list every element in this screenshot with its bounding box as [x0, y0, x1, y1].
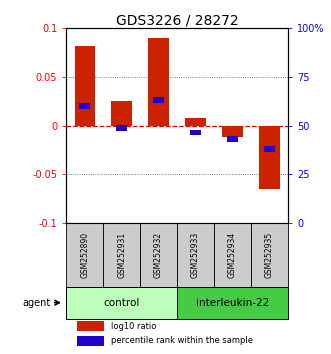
Bar — [222, 126, 243, 137]
Bar — [103, 223, 140, 287]
Bar — [214, 223, 251, 287]
Bar — [77, 336, 104, 346]
Bar — [227, 136, 238, 142]
Text: GSM252935: GSM252935 — [265, 232, 274, 278]
Bar — [140, 223, 177, 287]
Bar — [190, 130, 201, 136]
Text: GSM252934: GSM252934 — [228, 232, 237, 278]
Text: agent: agent — [23, 298, 51, 308]
Text: log10 ratio: log10 ratio — [111, 322, 156, 331]
Bar — [264, 146, 275, 152]
Bar — [148, 38, 169, 126]
Text: GSM252933: GSM252933 — [191, 232, 200, 278]
Bar — [116, 125, 127, 131]
Text: interleukin-22: interleukin-22 — [196, 298, 269, 308]
Text: GSM252932: GSM252932 — [154, 232, 163, 278]
Bar — [177, 223, 214, 287]
Bar — [74, 46, 95, 126]
Text: control: control — [104, 298, 140, 308]
Text: GSM252931: GSM252931 — [117, 232, 126, 278]
Title: GDS3226 / 28272: GDS3226 / 28272 — [116, 13, 238, 27]
Bar — [153, 97, 164, 103]
Bar — [79, 103, 90, 109]
Text: GSM252890: GSM252890 — [80, 232, 89, 278]
Bar — [259, 126, 280, 189]
Bar — [177, 287, 288, 319]
Bar — [66, 223, 103, 287]
Bar — [185, 118, 206, 126]
Bar — [112, 101, 132, 126]
Bar — [66, 287, 177, 319]
Bar — [251, 223, 288, 287]
Bar — [77, 321, 104, 331]
Text: percentile rank within the sample: percentile rank within the sample — [111, 336, 253, 345]
